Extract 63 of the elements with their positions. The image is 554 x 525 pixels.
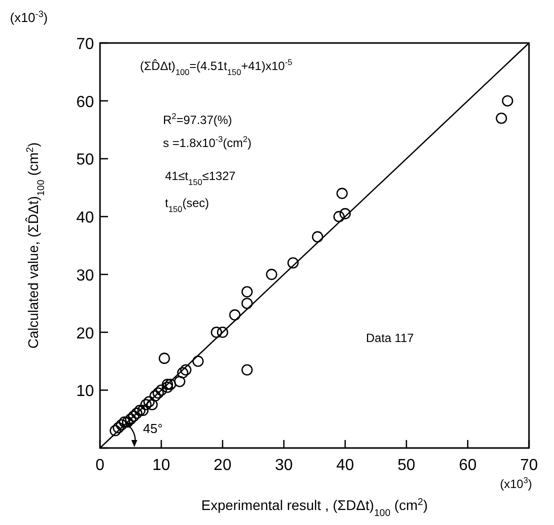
point xyxy=(241,286,253,298)
annotation: s =1.8x10$^{-3}$(cm$^{2}$) xyxy=(163,134,252,150)
x-tick-label: 0 xyxy=(96,457,105,474)
point xyxy=(137,404,149,416)
x-tick-label: 10 xyxy=(152,457,170,474)
text: (x10$^{-3}$) xyxy=(10,9,48,25)
point xyxy=(241,364,253,376)
y-tick-label: 60 xyxy=(76,94,94,111)
point xyxy=(152,387,164,399)
point xyxy=(192,356,204,367)
y-tick-label: 30 xyxy=(76,267,94,284)
x-tick-label: 70 xyxy=(520,457,538,474)
point xyxy=(502,95,514,107)
point xyxy=(241,298,253,310)
point xyxy=(158,352,170,364)
y-tick-label: 50 xyxy=(76,152,94,169)
point xyxy=(177,367,188,378)
point xyxy=(116,419,128,431)
point xyxy=(210,326,222,338)
point xyxy=(128,410,140,422)
annotation: R$^{2}$=97.37(%) xyxy=(163,111,232,127)
point xyxy=(118,416,130,428)
point xyxy=(122,416,134,428)
point xyxy=(174,376,186,388)
point xyxy=(150,390,161,402)
point xyxy=(156,384,167,396)
point xyxy=(143,396,155,408)
annotation: 41≤t$_{150}$≤1327 xyxy=(165,169,236,187)
point xyxy=(266,268,278,280)
annotation: 45° xyxy=(143,421,163,436)
point xyxy=(229,309,240,321)
y-tick-label: 70 xyxy=(76,36,94,53)
point xyxy=(162,378,174,390)
point xyxy=(140,398,152,410)
point xyxy=(124,413,136,425)
x-tick-label: 20 xyxy=(214,457,232,474)
y-tick-label: 10 xyxy=(76,383,94,400)
point xyxy=(131,408,142,419)
point xyxy=(287,257,299,269)
point xyxy=(216,326,228,338)
point xyxy=(180,364,192,376)
annotation: (ΣD̂Δt)$_{100}$=(4.51t$_{150}$+41)x10$^{-5}$ xyxy=(140,57,293,77)
y-tick-label: 40 xyxy=(76,210,94,227)
point xyxy=(146,398,158,410)
y-tick-label: 20 xyxy=(76,325,94,342)
point xyxy=(333,210,345,222)
x-tick-label: 60 xyxy=(458,457,477,474)
point xyxy=(134,404,146,416)
point xyxy=(496,112,508,124)
annotation: t$_{150}$(sec) xyxy=(165,196,209,214)
point xyxy=(339,208,351,220)
annotation: Data 117 xyxy=(366,331,414,345)
text: (x10$^{3}$) xyxy=(500,475,532,491)
point xyxy=(164,378,176,390)
point xyxy=(112,422,124,434)
point xyxy=(162,382,174,393)
point xyxy=(312,231,324,242)
x-tick-label: 50 xyxy=(398,457,416,474)
point xyxy=(110,424,121,436)
x-axis-title: Experimental result , (ΣDΔt)$_{100}$ (cm$^{2}$) xyxy=(201,496,428,518)
point xyxy=(336,188,348,200)
x-tick-label: 30 xyxy=(274,457,293,474)
x-tick-label: 40 xyxy=(336,457,354,474)
